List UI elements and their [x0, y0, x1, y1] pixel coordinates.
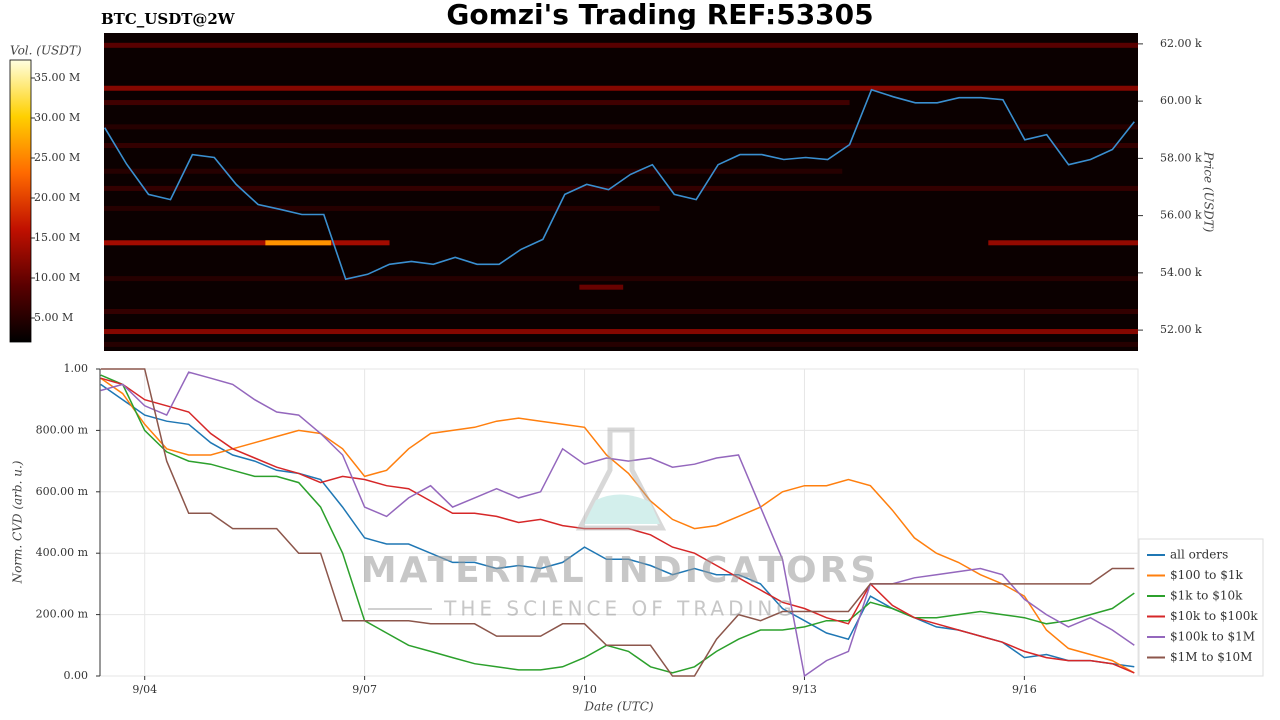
y-axis-label: Norm. CVD (arb. u.)	[11, 460, 25, 584]
price-line	[104, 88, 1135, 281]
liquidity-band	[104, 168, 843, 174]
layer: 52.00 k 54.00 k 56.00 k 58.00 k 60.00 k 62.00…	[9, 37, 1264, 714]
liquidity-band	[104, 100, 850, 106]
colorbar-tick-label: 25.00 M	[34, 151, 80, 164]
y-tick-label: 52.00 k	[1160, 323, 1202, 336]
y-tick-label: 400.00 m	[36, 546, 89, 559]
y-tick-label: 1.00	[64, 362, 89, 375]
series-line	[100, 371, 1135, 678]
watermark-title: MATERIAL INDICATORS	[361, 550, 880, 591]
x-tick-label: 9/16	[1012, 683, 1037, 696]
x-tick-label: 9/13	[792, 683, 817, 696]
legend-box	[1138, 538, 1264, 677]
series-line	[100, 368, 1135, 677]
x-tick-label: 9/04	[132, 683, 157, 696]
x-tick-label: 9/10	[572, 683, 597, 696]
chart-title: Gomzi's Trading REF:53305	[446, 0, 873, 31]
series-line	[100, 377, 1135, 674]
legend-label: $100k to $1M	[1170, 630, 1255, 644]
liquidity-band	[104, 142, 1138, 148]
colorbar-tick-label: 20.00 M	[34, 191, 80, 204]
colorbar-tick-label: 30.00 M	[34, 111, 80, 124]
liquidity-band	[104, 124, 1138, 130]
liquidity-band	[988, 240, 1138, 246]
y-tick-label: 200.00 m	[36, 608, 89, 621]
y-tick-label: 800.00 m	[36, 423, 89, 436]
y-tick-label: 62.00 k	[1160, 37, 1202, 50]
liquidity-band	[104, 185, 1138, 191]
colorbar-label: Vol. (USDT)	[10, 44, 82, 58]
y-tick-label: 600.00 m	[36, 485, 89, 498]
legend-label: $1k to $10k	[1170, 589, 1243, 603]
liquidity-band	[104, 309, 1138, 315]
y-tick-label: 54.00 k	[1160, 266, 1202, 279]
colorbar-tick-label: 5.00 M	[34, 311, 73, 324]
liquidity-band	[104, 240, 390, 246]
x-tick-label: 9/07	[352, 683, 377, 696]
liquidity-band	[104, 341, 1138, 347]
legend-label: $1M to $10M	[1170, 650, 1252, 664]
liquidity-band	[104, 42, 1138, 48]
x-axis-label: Date (UTC)	[583, 700, 653, 714]
colorbar	[9, 59, 32, 343]
liquidity-band	[579, 284, 624, 290]
colorbar-tick-label: 15.00 M	[34, 231, 80, 244]
liquidity-band	[104, 276, 1138, 282]
watermark-subtitle: THE SCIENCE OF TRADING	[443, 597, 796, 621]
liquidity-band	[265, 240, 332, 246]
y-tick-label: 60.00 k	[1160, 94, 1202, 107]
legend-label: all orders	[1170, 548, 1228, 562]
y-tick-label: 58.00 k	[1160, 151, 1202, 164]
y-axis-label: Price (USDT)	[1202, 151, 1216, 233]
legend-label: $100 to $1k	[1170, 568, 1243, 582]
heatmap-background	[104, 33, 1138, 351]
colorbar-tick-label: 35.00 M	[34, 71, 80, 84]
y-tick-label: 56.00 k	[1160, 209, 1202, 222]
colorbar-tick-label: 10.00 M	[34, 271, 80, 284]
watermark-logo	[575, 427, 667, 531]
series-line	[100, 377, 1135, 674]
liquidity-band	[104, 85, 1138, 91]
liquidity-band	[104, 205, 660, 211]
plot-background	[99, 368, 1139, 677]
market-label: BTC_USDT@2W	[101, 10, 236, 28]
liquidity-band	[104, 329, 1138, 335]
legend-label: $10k to $100k	[1170, 609, 1258, 623]
series-line	[100, 374, 1135, 674]
y-tick-label: 0.00	[64, 669, 89, 682]
